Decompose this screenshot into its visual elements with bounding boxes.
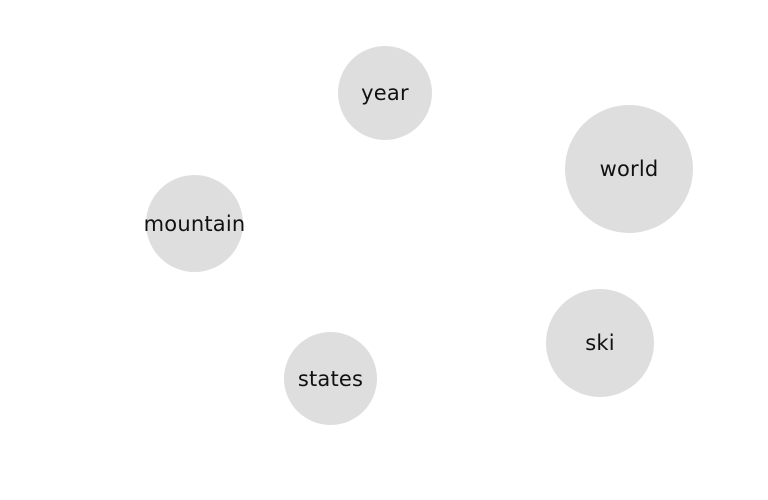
word-bubble-mountain: mountain xyxy=(143,175,246,272)
bubble-label: year xyxy=(361,81,409,105)
bubble-label: world xyxy=(599,157,659,181)
word-bubble-world: world xyxy=(565,105,693,233)
bubble-label: ski xyxy=(585,331,615,355)
bubble-label: mountain xyxy=(143,211,246,236)
bubble-label: states xyxy=(297,366,364,391)
word-bubble-states: states xyxy=(284,332,377,425)
word-bubble-ski: ski xyxy=(546,289,654,397)
word-bubble-year: year xyxy=(338,46,432,140)
